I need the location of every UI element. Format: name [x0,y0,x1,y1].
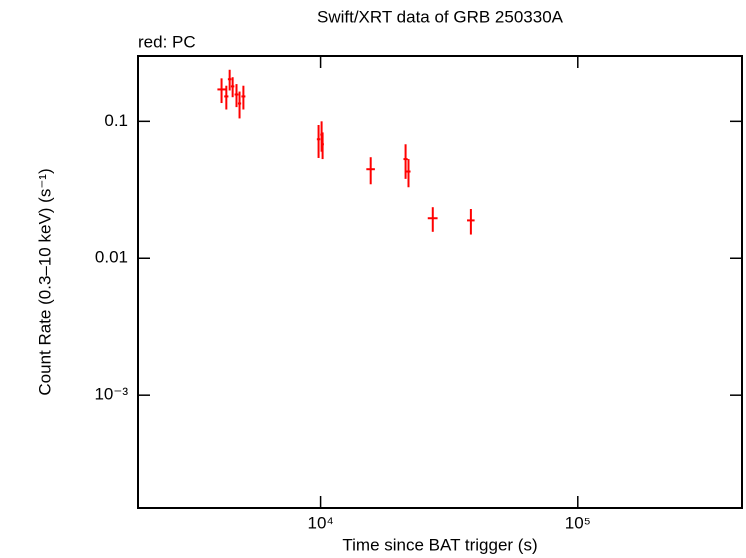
y-tick-label: 10⁻³ [94,385,128,404]
y-axis-label: Count Rate (0.3–10 keV) (s⁻¹) [35,168,54,395]
y-tick-label: 0.1 [104,111,128,130]
y-tick-label: 0.01 [95,248,128,267]
x-axis-label: Time since BAT trigger (s) [342,535,537,554]
chart-title: Swift/XRT data of GRB 250330A [317,7,564,26]
x-tick-label: 10⁵ [565,513,591,532]
chart-subtitle: red: PC [138,32,196,51]
x-tick-label: 10⁴ [307,513,333,532]
plot-frame [137,55,743,509]
